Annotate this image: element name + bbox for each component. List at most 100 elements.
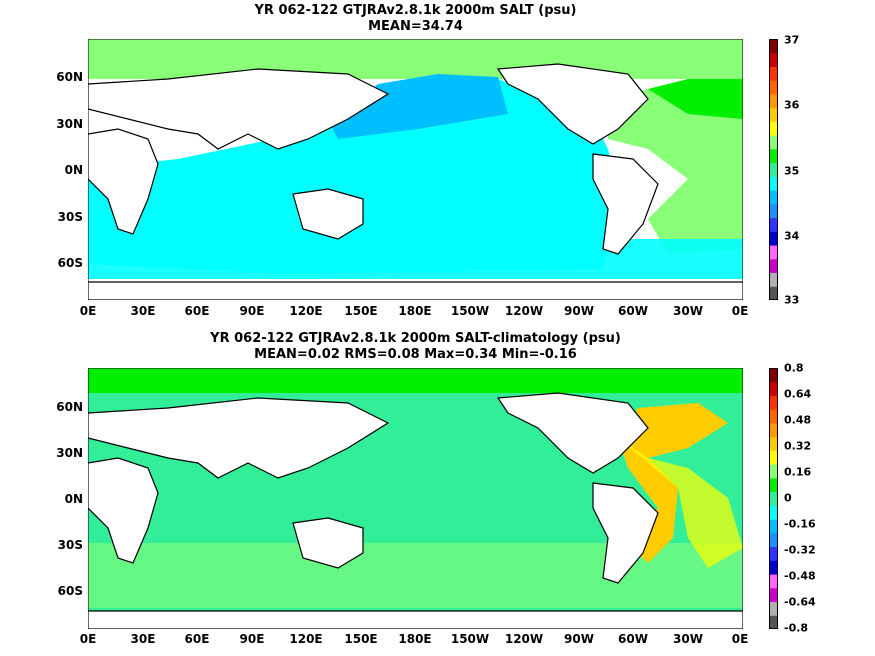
panel1-lat-0n: 0N (64, 163, 83, 177)
panel2-cb-neg0.32: -0.32 (784, 543, 816, 557)
panel1-lon-150e: 150E (344, 304, 378, 318)
colorbar-swatch (769, 162, 778, 177)
panel1-continents (88, 63, 743, 300)
panel1-antarctica (88, 281, 743, 300)
panel2-cb-0: 0 (784, 491, 792, 505)
colorbar-swatch (769, 176, 778, 191)
panel1-atlantic-field (608, 79, 743, 254)
colorbar-swatch (769, 66, 778, 81)
colorbar-swatch (769, 245, 778, 260)
colorbar-swatch (769, 395, 778, 410)
panel2-lon-60e: 60E (184, 632, 210, 646)
panel1-africa (88, 128, 159, 235)
panel1-lon-150w: 150W (450, 304, 490, 318)
colorbar-swatch (769, 409, 778, 424)
panel2-lat-0n: 0N (64, 492, 83, 506)
panel2-lon-90e: 90E (239, 632, 265, 646)
panel1-lon-60e: 60E (184, 304, 210, 318)
colorbar-swatch (769, 450, 778, 465)
panel1-map (88, 39, 743, 300)
panel2-australia (292, 517, 364, 569)
panel1-title-line1: YR 062-122 GTJRAv2.8.1k 2000m SALT (psu) (254, 3, 577, 18)
panel2-lon-150w: 150W (450, 632, 490, 646)
colorbar-swatch (769, 135, 778, 150)
panel2-title-line1: YR 062-122 GTJRAv2.8.1k 2000m SALT-clima… (210, 331, 621, 346)
panel2-cb-0.32: 0.32 (784, 439, 812, 453)
panel1-arctic-field (88, 39, 743, 79)
colorbar-swatch (769, 574, 778, 589)
panel1-cb-34: 34 (784, 229, 800, 243)
colorbar-swatch (769, 422, 778, 438)
panel1-title: YR 062-122 GTJRAv2.8.1k 2000m SALT (psu)… (88, 3, 743, 35)
colorbar-swatch (769, 505, 778, 520)
panel2-continents (88, 392, 743, 629)
panel2-map (88, 368, 743, 629)
panel1-lon-180e: 180E (398, 304, 432, 318)
panel1-lon-120w: 120W (504, 304, 544, 318)
colorbar-swatch (769, 258, 778, 274)
panel2-lon-120w: 120W (504, 632, 544, 646)
panel1-cb-35: 35 (784, 164, 800, 178)
colorbar-swatch (769, 546, 778, 561)
panel1-lat-60s: 60S (57, 256, 83, 270)
panel2-lat-30n: 30N (56, 446, 83, 460)
colorbar-swatch (769, 381, 778, 396)
panel2-lon-180e: 180E (398, 632, 432, 646)
colorbar-swatch (769, 231, 778, 246)
panel1-eurasia (88, 68, 390, 150)
panel1-colorbar (769, 39, 778, 300)
panel2-title-line2: MEAN=0.02 RMS=0.08 Max=0.34 Min=-0.16 (254, 347, 577, 362)
panel2-southern-field (88, 543, 743, 608)
panel2-cb-0.16: 0.16 (784, 465, 812, 479)
panel2-cb-0.8: 0.8 (784, 361, 804, 375)
panel1-lon-120e: 120E (289, 304, 323, 318)
colorbar-swatch (769, 39, 778, 54)
colorbar-swatch (769, 93, 778, 109)
colorbar-swatch (769, 587, 778, 603)
colorbar-swatch (769, 615, 778, 629)
panel1-lon-0e-end: 0E (731, 304, 749, 318)
panel1-north-america (496, 63, 649, 145)
panel2-cb-neg0.16: -0.16 (784, 517, 816, 531)
colorbar-swatch (769, 464, 778, 479)
panel2-cb-neg0.48: -0.48 (784, 569, 816, 583)
panel2-lon-90w: 90W (564, 632, 594, 646)
panel2-title: YR 062-122 GTJRAv2.8.1k 2000m SALT-clima… (88, 331, 743, 363)
colorbar-frame (769, 368, 778, 629)
panel2-cb-0.64: 0.64 (784, 387, 812, 401)
colorbar-swatch (769, 519, 778, 534)
panel1-title-line2: MEAN=34.74 (368, 19, 463, 34)
panel1-lat-60n: 60N (56, 70, 83, 84)
colorbar-swatch (769, 601, 778, 616)
panel1-lon-30e: 30E (130, 304, 156, 318)
panel2-colorbar (769, 368, 778, 629)
panel1-cb-37: 37 (784, 33, 800, 47)
colorbar-swatch (769, 368, 778, 383)
colorbar-swatch (769, 491, 778, 506)
panel2-atlantic-edge-field (618, 438, 743, 568)
panel1-lon-90w: 90W (564, 304, 594, 318)
panel1-lon-0e: 0E (79, 304, 97, 318)
panel2-lon-60w: 60W (618, 632, 648, 646)
panel1-lon-90e: 90E (239, 304, 265, 318)
panel2-cb-0.48: 0.48 (784, 413, 812, 427)
panel2-south-america (592, 482, 659, 584)
colorbar-frame (769, 39, 778, 300)
colorbar-swatch (769, 532, 778, 548)
panel1-north-atlantic-field (648, 79, 743, 119)
panel2-lat-30s: 30S (57, 538, 83, 552)
panel2-lat-60n: 60N (56, 400, 83, 414)
panel1-lon-30w: 30W (673, 304, 703, 318)
panel2-lon-120e: 120E (289, 632, 323, 646)
panel1-lat-30s: 30S (57, 210, 83, 224)
colorbar-swatch (769, 477, 778, 493)
panel2-lon-0e: 0E (79, 632, 97, 646)
panel1-lat-30n: 30N (56, 117, 83, 131)
colorbar-swatch (769, 217, 778, 232)
panel2-cb-neg0.8: -0.8 (784, 621, 809, 635)
panel2-lon-150e: 150E (344, 632, 378, 646)
panel1-lon-60w: 60W (618, 304, 648, 318)
panel2-africa (88, 457, 159, 564)
colorbar-swatch (769, 80, 778, 95)
panel2-cb-neg0.64: -0.64 (784, 595, 816, 609)
